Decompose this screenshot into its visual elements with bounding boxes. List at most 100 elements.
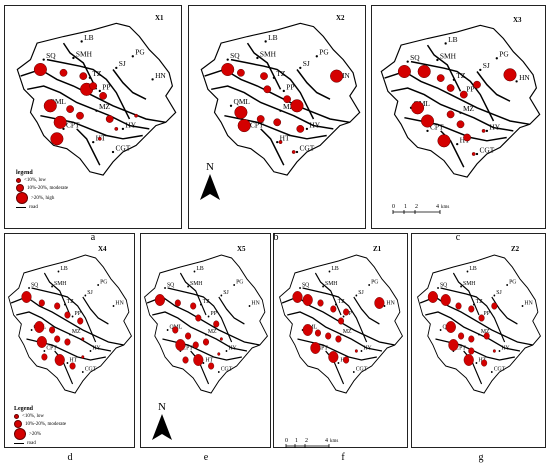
road-line (204, 68, 350, 124)
road-line (190, 350, 210, 385)
scale-label: 0 (285, 438, 288, 444)
place-marker (299, 286, 301, 290)
place-marker (264, 40, 267, 43)
risk-circle (459, 90, 468, 99)
panel-title: X3 (513, 16, 522, 24)
place-marker (368, 283, 371, 287)
place-label-sq: SQ (46, 51, 56, 60)
risk-circle (446, 110, 455, 119)
risk-circle (50, 132, 64, 146)
risk-circle (445, 321, 456, 333)
place-marker (506, 283, 509, 287)
road-line (452, 272, 480, 316)
place-marker (328, 270, 331, 273)
place-label-hn: HN (251, 299, 260, 307)
place-label-lb: LB (469, 265, 476, 273)
north-label: N (206, 161, 214, 173)
place-marker (57, 270, 60, 273)
risk-circle (36, 336, 47, 348)
place-label-tz: TZ (203, 298, 210, 306)
risk-circle (291, 150, 296, 154)
risk-circle (64, 311, 71, 319)
place-label-sq: SQ (440, 281, 448, 289)
place-marker (279, 109, 282, 112)
place-marker (220, 294, 223, 297)
risk-circle (41, 353, 48, 361)
place-marker (452, 78, 456, 81)
place-label-sj: SJ (358, 289, 364, 297)
place-label-cgt: CGT (299, 143, 314, 152)
risk-circle (66, 105, 74, 113)
risk-circle (337, 317, 345, 325)
risk-circle (54, 302, 61, 310)
risk-circle (503, 68, 517, 82)
risk-circle (446, 84, 455, 92)
risk-circle (182, 356, 189, 364)
risk-circle (468, 335, 475, 343)
place-marker (115, 66, 118, 70)
risk-circle (97, 136, 102, 141)
place-marker (72, 56, 75, 60)
place-label-pg: PG (100, 278, 108, 286)
risk-circle (283, 95, 291, 104)
place-label-pp: PP (345, 310, 352, 318)
place-label-smh: SMH (54, 280, 67, 288)
place-label-ht: HT (280, 133, 290, 142)
place-marker (81, 370, 84, 374)
place-label-mz: MZ (99, 102, 111, 111)
place-marker (121, 127, 125, 131)
risk-circle (105, 115, 114, 123)
place-label-qml: QML (49, 97, 66, 106)
road-line (31, 287, 97, 343)
place-label-pg: PG (135, 48, 145, 57)
road-line (384, 70, 530, 126)
region-outline (16, 22, 177, 176)
place-label-tz: TZ (276, 69, 286, 78)
place-marker (493, 294, 496, 297)
place-marker (475, 361, 478, 365)
place-label-pp: PP (483, 310, 490, 318)
panel-title: Z2 (511, 245, 520, 253)
place-label-smh: SMH (325, 280, 338, 288)
road-line (76, 128, 101, 166)
place-marker (88, 76, 92, 79)
place-marker (97, 283, 100, 287)
legend-high: >20%, high (16, 192, 68, 204)
risk-circle (473, 80, 481, 89)
place-label-mz: MZ (481, 328, 490, 336)
region-outline (144, 254, 269, 394)
risk-circle (427, 291, 438, 303)
place-label-hn: HN (519, 73, 530, 82)
north-arrow-icon: N (200, 161, 220, 200)
panel-title: Z1 (373, 245, 382, 253)
place-label-pg: PG (371, 278, 379, 286)
road-line (112, 69, 147, 100)
place-marker (334, 303, 337, 306)
risk-circle (154, 294, 165, 306)
place-label-tz: TZ (67, 298, 74, 306)
risk-circle (317, 299, 324, 307)
region-outline (8, 254, 133, 394)
risk-circle (343, 356, 350, 364)
place-marker (498, 349, 501, 353)
road-line (476, 71, 511, 102)
risk-circle (256, 115, 265, 123)
place-label-pg: PG (236, 278, 244, 286)
place-label-smh: SMH (76, 49, 93, 58)
risk-circle (76, 111, 84, 120)
place-label-mz: MZ (72, 328, 81, 336)
place-label-hy: HY (501, 344, 510, 352)
road-line (302, 287, 368, 343)
place-label-pg: PG (319, 48, 329, 57)
legend-moderate-label: 10%-20%, moderate (25, 421, 67, 427)
risk-circle (99, 92, 107, 100)
road-line (314, 272, 342, 316)
place-label-pp: PP (102, 82, 110, 91)
road-line (82, 296, 109, 325)
place-label-cpt: CPT (455, 344, 466, 352)
scale-label: 1 (295, 438, 298, 444)
place-label-ht: HT (478, 356, 486, 364)
